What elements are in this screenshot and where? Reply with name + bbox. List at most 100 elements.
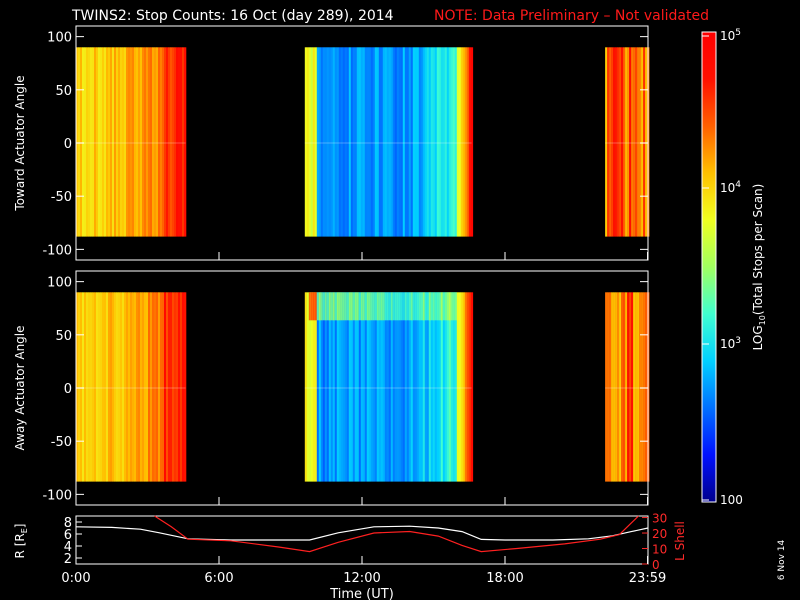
heatmap-column [136, 47, 139, 237]
heatmap-column [424, 47, 428, 237]
heatmap-column [420, 292, 424, 482]
heatmap-band [350, 292, 354, 321]
heatmap-column [374, 47, 378, 237]
heatmap-column [406, 47, 410, 237]
heatmap-column [78, 47, 81, 237]
heatmap-column [426, 47, 430, 237]
heatmap-column [460, 47, 464, 237]
toward-y-ticks: 100 50 0 -50 -100 [42, 31, 648, 258]
heatmap-column [444, 292, 448, 482]
heatmap-column [168, 47, 171, 237]
heatmap-column [184, 292, 187, 482]
heatmap-band [438, 292, 442, 321]
colorbar-tick-label: 105 [720, 28, 741, 43]
heatmap-column [358, 292, 362, 482]
heatmap-column [308, 47, 312, 237]
heatmap-column [130, 292, 133, 482]
heatmap-column [116, 292, 119, 482]
heatmap-column [374, 292, 378, 482]
heatmap-column [330, 47, 334, 237]
heatmap-column [635, 292, 638, 482]
heatmap-column [382, 292, 386, 482]
heatmap-column [158, 47, 161, 237]
heatmap-column [452, 47, 456, 237]
heatmap-column [400, 47, 404, 237]
heatmap-column [138, 292, 141, 482]
heatmap-column [140, 47, 143, 237]
colorbar-ticks: 105 104 103 100 [702, 28, 743, 507]
heatmap-column [340, 292, 344, 482]
heatmap-band [384, 292, 388, 321]
heatmap-column [460, 292, 464, 482]
time-tick-label: 12:00 [343, 571, 380, 586]
heatmap-column [360, 292, 364, 482]
heatmap-column [388, 47, 392, 237]
heatmap-band [314, 292, 318, 321]
heatmap-column [402, 47, 406, 237]
heatmap-column [394, 292, 398, 482]
heatmap-column [156, 292, 159, 482]
heatmap-column [414, 292, 418, 482]
heatmap-column [104, 47, 107, 237]
heatmap-column [98, 292, 101, 482]
heatmap-band [454, 292, 458, 321]
heatmap-column [336, 292, 340, 482]
heatmap-column [92, 47, 95, 237]
heatmap-column [450, 47, 454, 237]
heatmap-column [434, 47, 438, 237]
heatmap-column [132, 47, 135, 237]
heatmap-band [440, 292, 444, 321]
heatmap-column [112, 47, 115, 237]
colorbar: 105 104 103 100 LOG10(Total Stops per Scan) [701, 28, 767, 507]
heatmap-column [629, 292, 632, 482]
heatmap-band [444, 292, 448, 321]
heatmap-column [90, 47, 93, 237]
heatmap-column [384, 47, 388, 237]
heatmap-band [426, 292, 430, 321]
heatmap-column [166, 47, 169, 237]
heatmap-column [84, 292, 87, 482]
heatmap-column [126, 292, 129, 482]
heatmap-column [312, 292, 316, 482]
heatmap-column [454, 47, 458, 237]
heatmap-band [428, 292, 432, 321]
heatmap-column [370, 47, 374, 237]
heatmap-column [348, 292, 352, 482]
y-tick-label: 0 [64, 137, 72, 152]
heatmap-column [380, 47, 384, 237]
heatmap-column [304, 47, 308, 237]
heatmap-column [320, 47, 324, 237]
heatmap-column [470, 47, 474, 237]
colorbar-label: LOG10(Total Stops per Scan) [751, 184, 767, 351]
colorbar-tick-label: 100 [720, 493, 743, 507]
heatmap-band [332, 292, 336, 321]
heatmap-column [364, 292, 368, 482]
away-heatmap [76, 292, 650, 482]
y-tick-label: 100 [47, 276, 72, 291]
heatmap-column [621, 47, 624, 237]
heatmap-column [635, 47, 638, 237]
r-tick-label: 6 [64, 528, 72, 543]
heatmap-column [410, 47, 414, 237]
heatmap-column [428, 292, 432, 482]
heatmap-column [645, 292, 648, 482]
heatmap-column [108, 292, 111, 482]
heatmap-column [328, 292, 332, 482]
y-tick-label: -100 [42, 243, 72, 258]
heatmap-column [625, 47, 628, 237]
heatmap-column [128, 47, 131, 237]
y-tick-label: -100 [42, 488, 72, 503]
heatmap-column [416, 292, 420, 482]
heatmap-column [376, 292, 380, 482]
colorbar-scale [701, 31, 717, 503]
heatmap-column [316, 292, 320, 482]
heatmap-column [362, 47, 366, 237]
heatmap-column [434, 292, 438, 482]
heatmap-column [627, 292, 630, 482]
zero-angle-line [76, 387, 186, 389]
heatmap-band [386, 292, 390, 321]
heatmap-column [82, 292, 85, 482]
heatmap-column [386, 292, 390, 482]
heatmap-column [88, 47, 91, 237]
heatmap-column [154, 47, 157, 237]
